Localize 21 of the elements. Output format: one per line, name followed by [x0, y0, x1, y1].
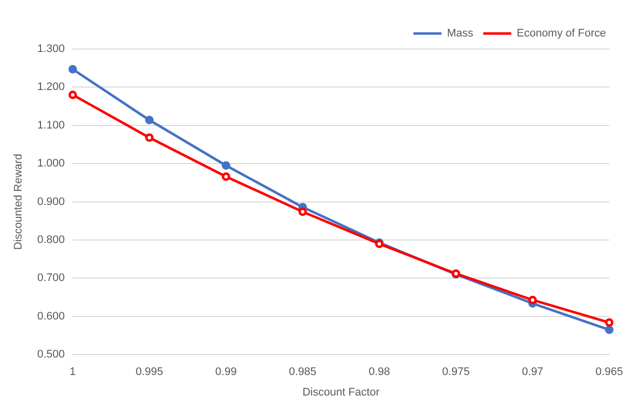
- x-tick-label: 0.975: [442, 366, 470, 378]
- x-tick-label: 0.97: [522, 366, 544, 378]
- x-tick-label: 0.995: [136, 366, 164, 378]
- legend-label: Economy of Force: [516, 28, 606, 40]
- y-tick-label: 0.900: [37, 196, 65, 208]
- y-tick-label: 1.200: [37, 81, 65, 94]
- legend-label: Mass: [446, 28, 474, 40]
- x-tick-label: 0.98: [368, 366, 390, 378]
- y-tick-label: 0.500: [37, 348, 65, 361]
- x-axis-title: Discount Factor: [302, 386, 380, 398]
- y-tick-label: 0.600: [37, 310, 65, 322]
- y-tick-label: 0.800: [37, 234, 65, 246]
- x-tick-label: 1: [70, 366, 76, 378]
- y-tick-label: 1.000: [37, 158, 65, 170]
- x-tick-label: 0.99: [215, 366, 237, 378]
- y-tick-label: 1.300: [37, 43, 65, 56]
- y-tick-label: 0.700: [37, 272, 65, 284]
- y-tick-label: 1.100: [37, 119, 65, 132]
- x-tick-label: 0.965: [595, 366, 623, 378]
- x-tick-label: 0.985: [288, 366, 316, 378]
- y-axis-title: Discounted Reward: [12, 154, 25, 250]
